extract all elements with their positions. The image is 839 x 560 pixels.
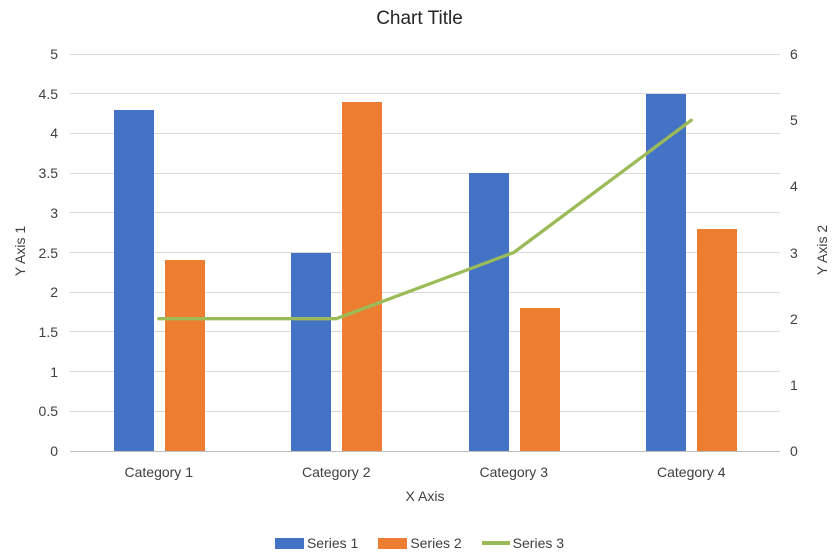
y-axis2-tick: 0 — [790, 443, 798, 459]
legend-item-series2: Series 2 — [378, 535, 462, 551]
gridline — [70, 172, 780, 174]
bar-series1-category3 — [468, 173, 509, 451]
gridline — [70, 291, 780, 293]
legend: Series 1 Series 2 Series 3 — [0, 535, 839, 551]
bar-series2-category3 — [519, 308, 560, 451]
gridline — [70, 212, 780, 214]
legend-swatch-series2 — [378, 537, 408, 549]
y-axis1-tick: 2.5 — [38, 244, 58, 261]
y-axis1-tick: 1 — [50, 363, 58, 380]
gridline — [70, 132, 780, 134]
bar-series1-category4 — [646, 93, 687, 451]
y-axis1-tick: 0 — [50, 443, 58, 459]
y-axis2-tick: 3 — [790, 244, 798, 261]
x-category-label: Category 4 — [657, 464, 726, 480]
plot-area — [70, 53, 780, 452]
y-axis1-tick: 5 — [50, 46, 58, 62]
y-axis2-tick: 4 — [790, 178, 798, 195]
y-axis2-tick: 1 — [790, 376, 798, 393]
bar-series1-category2 — [291, 252, 332, 451]
legend-item-series1: Series 1 — [274, 535, 359, 551]
y-axis1-tick: 4.5 — [38, 85, 58, 102]
bar-series2-category2 — [342, 101, 383, 451]
y-axis1-tick: 2 — [50, 284, 58, 301]
legend-item-series3: Series 3 — [481, 535, 565, 551]
y-axis1-tick: 3.5 — [38, 165, 58, 182]
x-axis-title: X Axis — [405, 488, 445, 504]
x-category-label: Category 3 — [479, 464, 548, 480]
y-axis1-tick: 0.5 — [38, 403, 58, 420]
gridline — [70, 252, 780, 253]
x-category-label: Category 2 — [302, 464, 371, 480]
legend-label: Series 3 — [512, 535, 565, 551]
y-axis1-tick: 1.5 — [38, 323, 58, 340]
y-axis1-tick: 4 — [50, 125, 58, 142]
bar-series2-category4 — [697, 228, 738, 451]
gridline — [70, 93, 780, 95]
y-axis2-tick: 5 — [790, 112, 798, 129]
y-axis1-tick: 3 — [50, 204, 58, 221]
y-axis2-tick: 2 — [790, 310, 798, 327]
series3-line — [157, 118, 693, 321]
gridline — [70, 410, 780, 412]
gridline — [70, 331, 780, 333]
legend-line-swatch-series3 — [481, 541, 510, 545]
legend-swatch-series1 — [274, 537, 304, 549]
chart-title: Chart Title — [376, 8, 463, 29]
legend-label: Series 2 — [410, 535, 462, 551]
y-axis2-tick: 6 — [790, 46, 798, 62]
bar-series2-category1 — [164, 260, 205, 451]
legend-label: Series 1 — [306, 535, 359, 551]
gridline — [70, 53, 780, 55]
gridline — [70, 371, 780, 373]
x-category-label: Category 1 — [124, 464, 193, 480]
bar-series1-category1 — [113, 109, 154, 451]
